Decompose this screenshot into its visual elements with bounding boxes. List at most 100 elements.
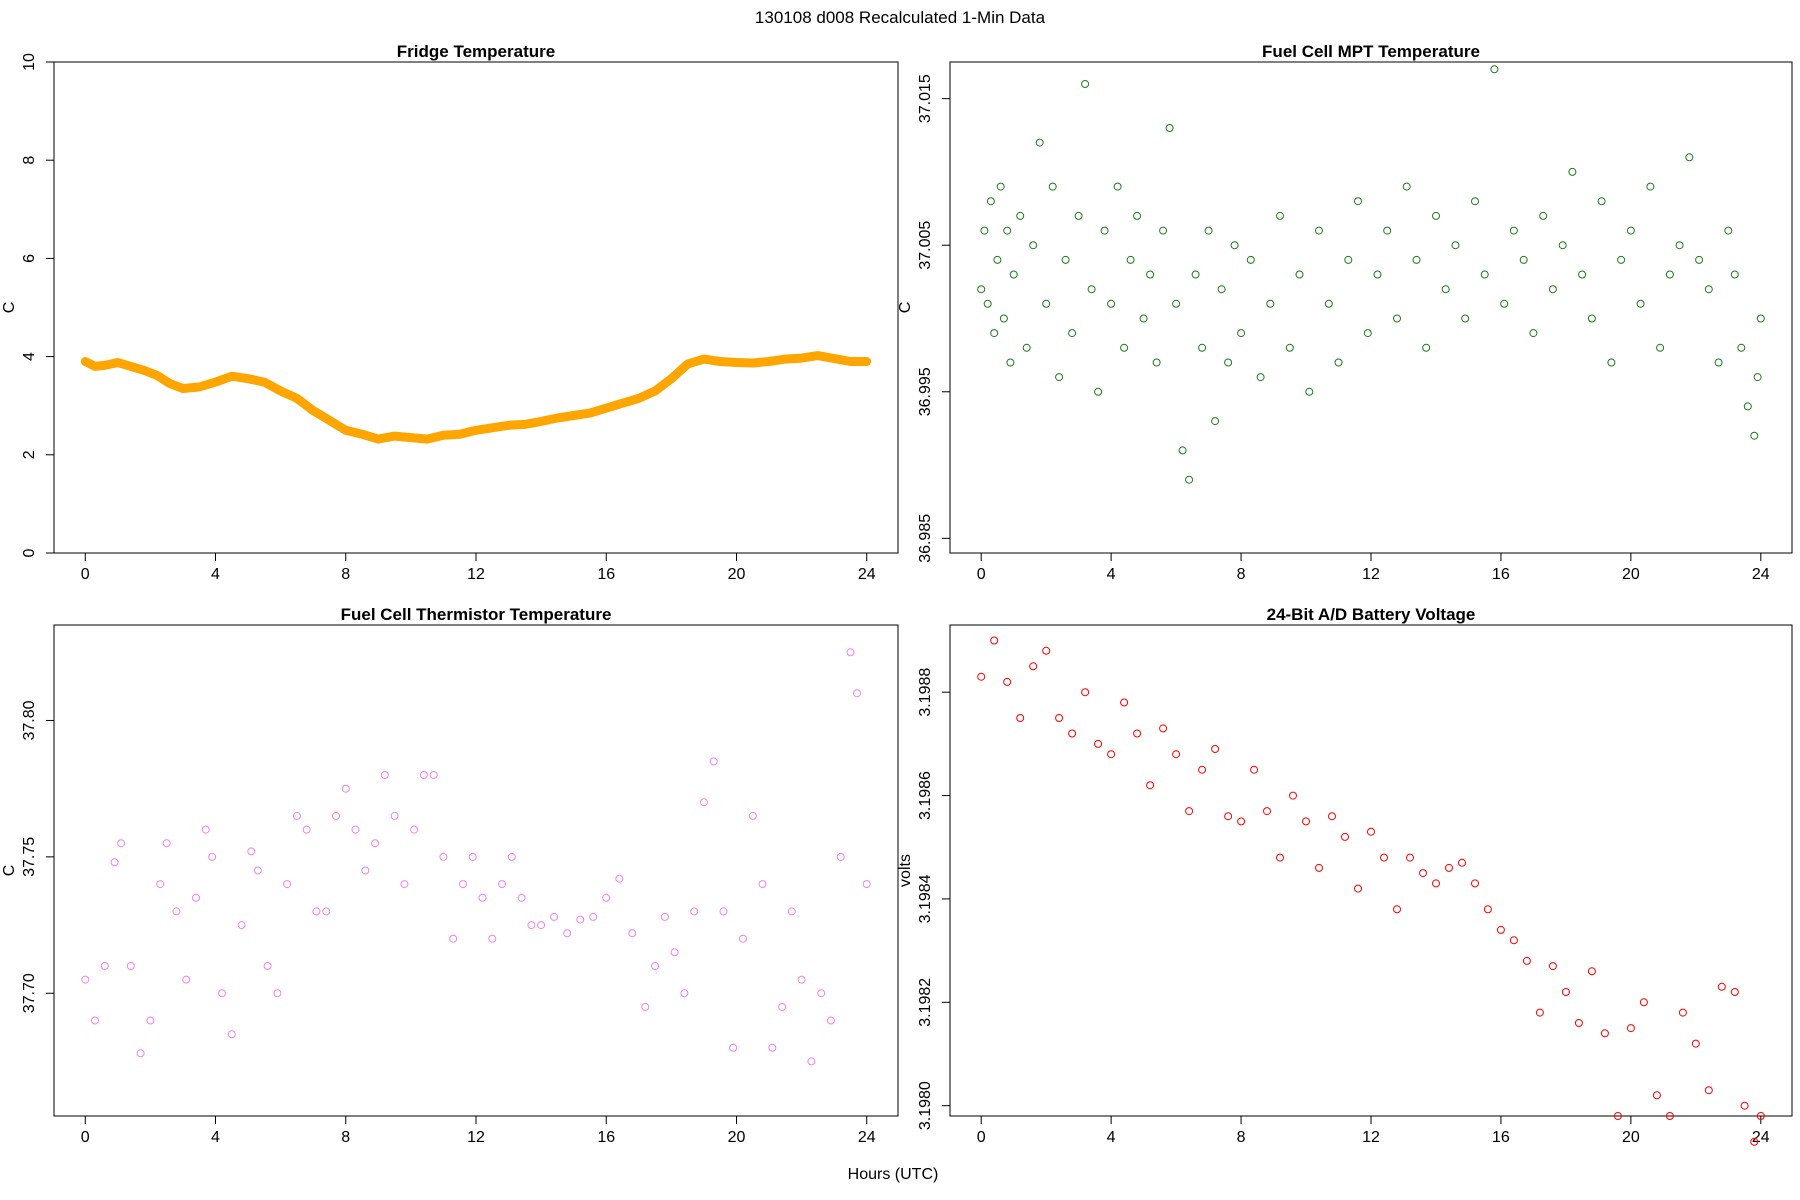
data-point: [302, 825, 311, 834]
data-point: [478, 893, 487, 902]
data-point: [641, 1002, 650, 1011]
data-point: [1756, 1112, 1765, 1120]
data-point: [1471, 197, 1479, 206]
data-point: [1636, 299, 1645, 308]
data-point: [1276, 211, 1284, 220]
data-point: [91, 1016, 99, 1025]
y-tick-label: 3.1988: [917, 668, 934, 717]
data-point: [341, 784, 350, 793]
data-point: [787, 907, 796, 916]
data-point: [1480, 270, 1489, 279]
y-tick-label: 37.80: [21, 700, 38, 740]
data-point: [1094, 739, 1103, 748]
data-point: [758, 880, 767, 889]
data-point: [836, 852, 845, 861]
y-tick-label: 37.005: [917, 221, 934, 270]
data-point: [1172, 299, 1181, 308]
fridge-temperature-line: [80, 351, 872, 444]
data-point: [1146, 781, 1155, 790]
data-point: [1740, 1101, 1749, 1110]
data-point: [1432, 211, 1440, 220]
data-point: [1646, 182, 1655, 191]
data-point: [1081, 80, 1090, 88]
data-point: [1548, 962, 1557, 971]
plot-frame: [949, 61, 1793, 554]
data-point: [253, 866, 262, 875]
data-point: [983, 299, 992, 308]
data-point: [1548, 285, 1557, 294]
data-point: [651, 962, 660, 970]
data-point: [1730, 988, 1739, 996]
data-point: [563, 929, 572, 938]
data-point: [182, 975, 191, 984]
data-point: [1159, 226, 1168, 235]
y-tick-label: 3.1984: [917, 874, 934, 923]
data-point: [1172, 750, 1181, 759]
data-point: [990, 329, 999, 338]
y-axis-label: C: [897, 302, 914, 314]
data-point: [332, 811, 340, 820]
data-point: [1341, 832, 1349, 841]
data-point: [817, 989, 826, 998]
plot-frame: [53, 61, 899, 554]
data-point: [1074, 211, 1083, 220]
data-point: [1422, 343, 1431, 352]
x-tick-label: 12: [467, 566, 485, 583]
data-point: [1458, 858, 1466, 867]
data-point: [1068, 329, 1077, 338]
data-point: [1302, 817, 1310, 826]
data-point: [1509, 226, 1518, 235]
data-point: [1022, 343, 1031, 352]
data-point: [1042, 299, 1051, 308]
data-point: [136, 1049, 145, 1058]
x-tick-label: 20: [728, 566, 746, 583]
data-point: [192, 893, 200, 902]
data-point: [1597, 197, 1606, 206]
data-point: [1363, 329, 1372, 338]
data-point: [1500, 299, 1509, 308]
data-point: [1522, 956, 1531, 965]
data-point: [1003, 226, 1012, 235]
data-point: [1691, 1039, 1700, 1048]
data-point: [283, 880, 292, 889]
data-point: [1094, 387, 1103, 396]
x-tick-label: 0: [977, 566, 986, 583]
data-point: [1276, 853, 1284, 862]
data-point: [1133, 211, 1142, 220]
panel-title: 24-Bit A/D Battery Voltage: [1267, 605, 1476, 624]
data-point: [1246, 255, 1255, 264]
data-point: [1558, 241, 1567, 250]
data-point: [419, 771, 428, 779]
data-point: [1393, 905, 1401, 914]
data-point: [1445, 863, 1453, 872]
y-tick-label: 36.995: [917, 367, 934, 416]
data-point: [719, 907, 728, 916]
data-point: [589, 912, 598, 921]
x-tick-label: 24: [858, 566, 876, 583]
data-point: [1224, 812, 1233, 821]
data-point: [1600, 1029, 1609, 1038]
data-point: [1009, 270, 1018, 279]
data-point: [1587, 967, 1596, 976]
data-point: [1003, 677, 1012, 686]
data-point: [977, 285, 986, 294]
data-point: [1607, 358, 1616, 367]
shared-x-axis-label: Hours (UTC): [848, 1166, 939, 1183]
data-point: [1578, 270, 1587, 279]
data-point: [778, 1002, 787, 1011]
data-point: [1185, 475, 1194, 484]
y-tick-label: 3.1980: [917, 1081, 934, 1130]
data-point: [1539, 211, 1548, 220]
data-point: [1704, 1086, 1713, 1095]
panel-title: Fuel Cell Thermistor Temperature: [341, 605, 612, 624]
data-point: [1753, 373, 1762, 382]
data-point: [1204, 226, 1213, 235]
data-point: [1324, 299, 1333, 308]
data-point: [1198, 343, 1207, 352]
data-point: [273, 989, 282, 998]
data-point: [1750, 431, 1759, 440]
data-point: [1678, 1008, 1687, 1017]
data-point: [1185, 807, 1194, 816]
data-point: [1354, 884, 1362, 893]
data-point: [1587, 314, 1596, 323]
